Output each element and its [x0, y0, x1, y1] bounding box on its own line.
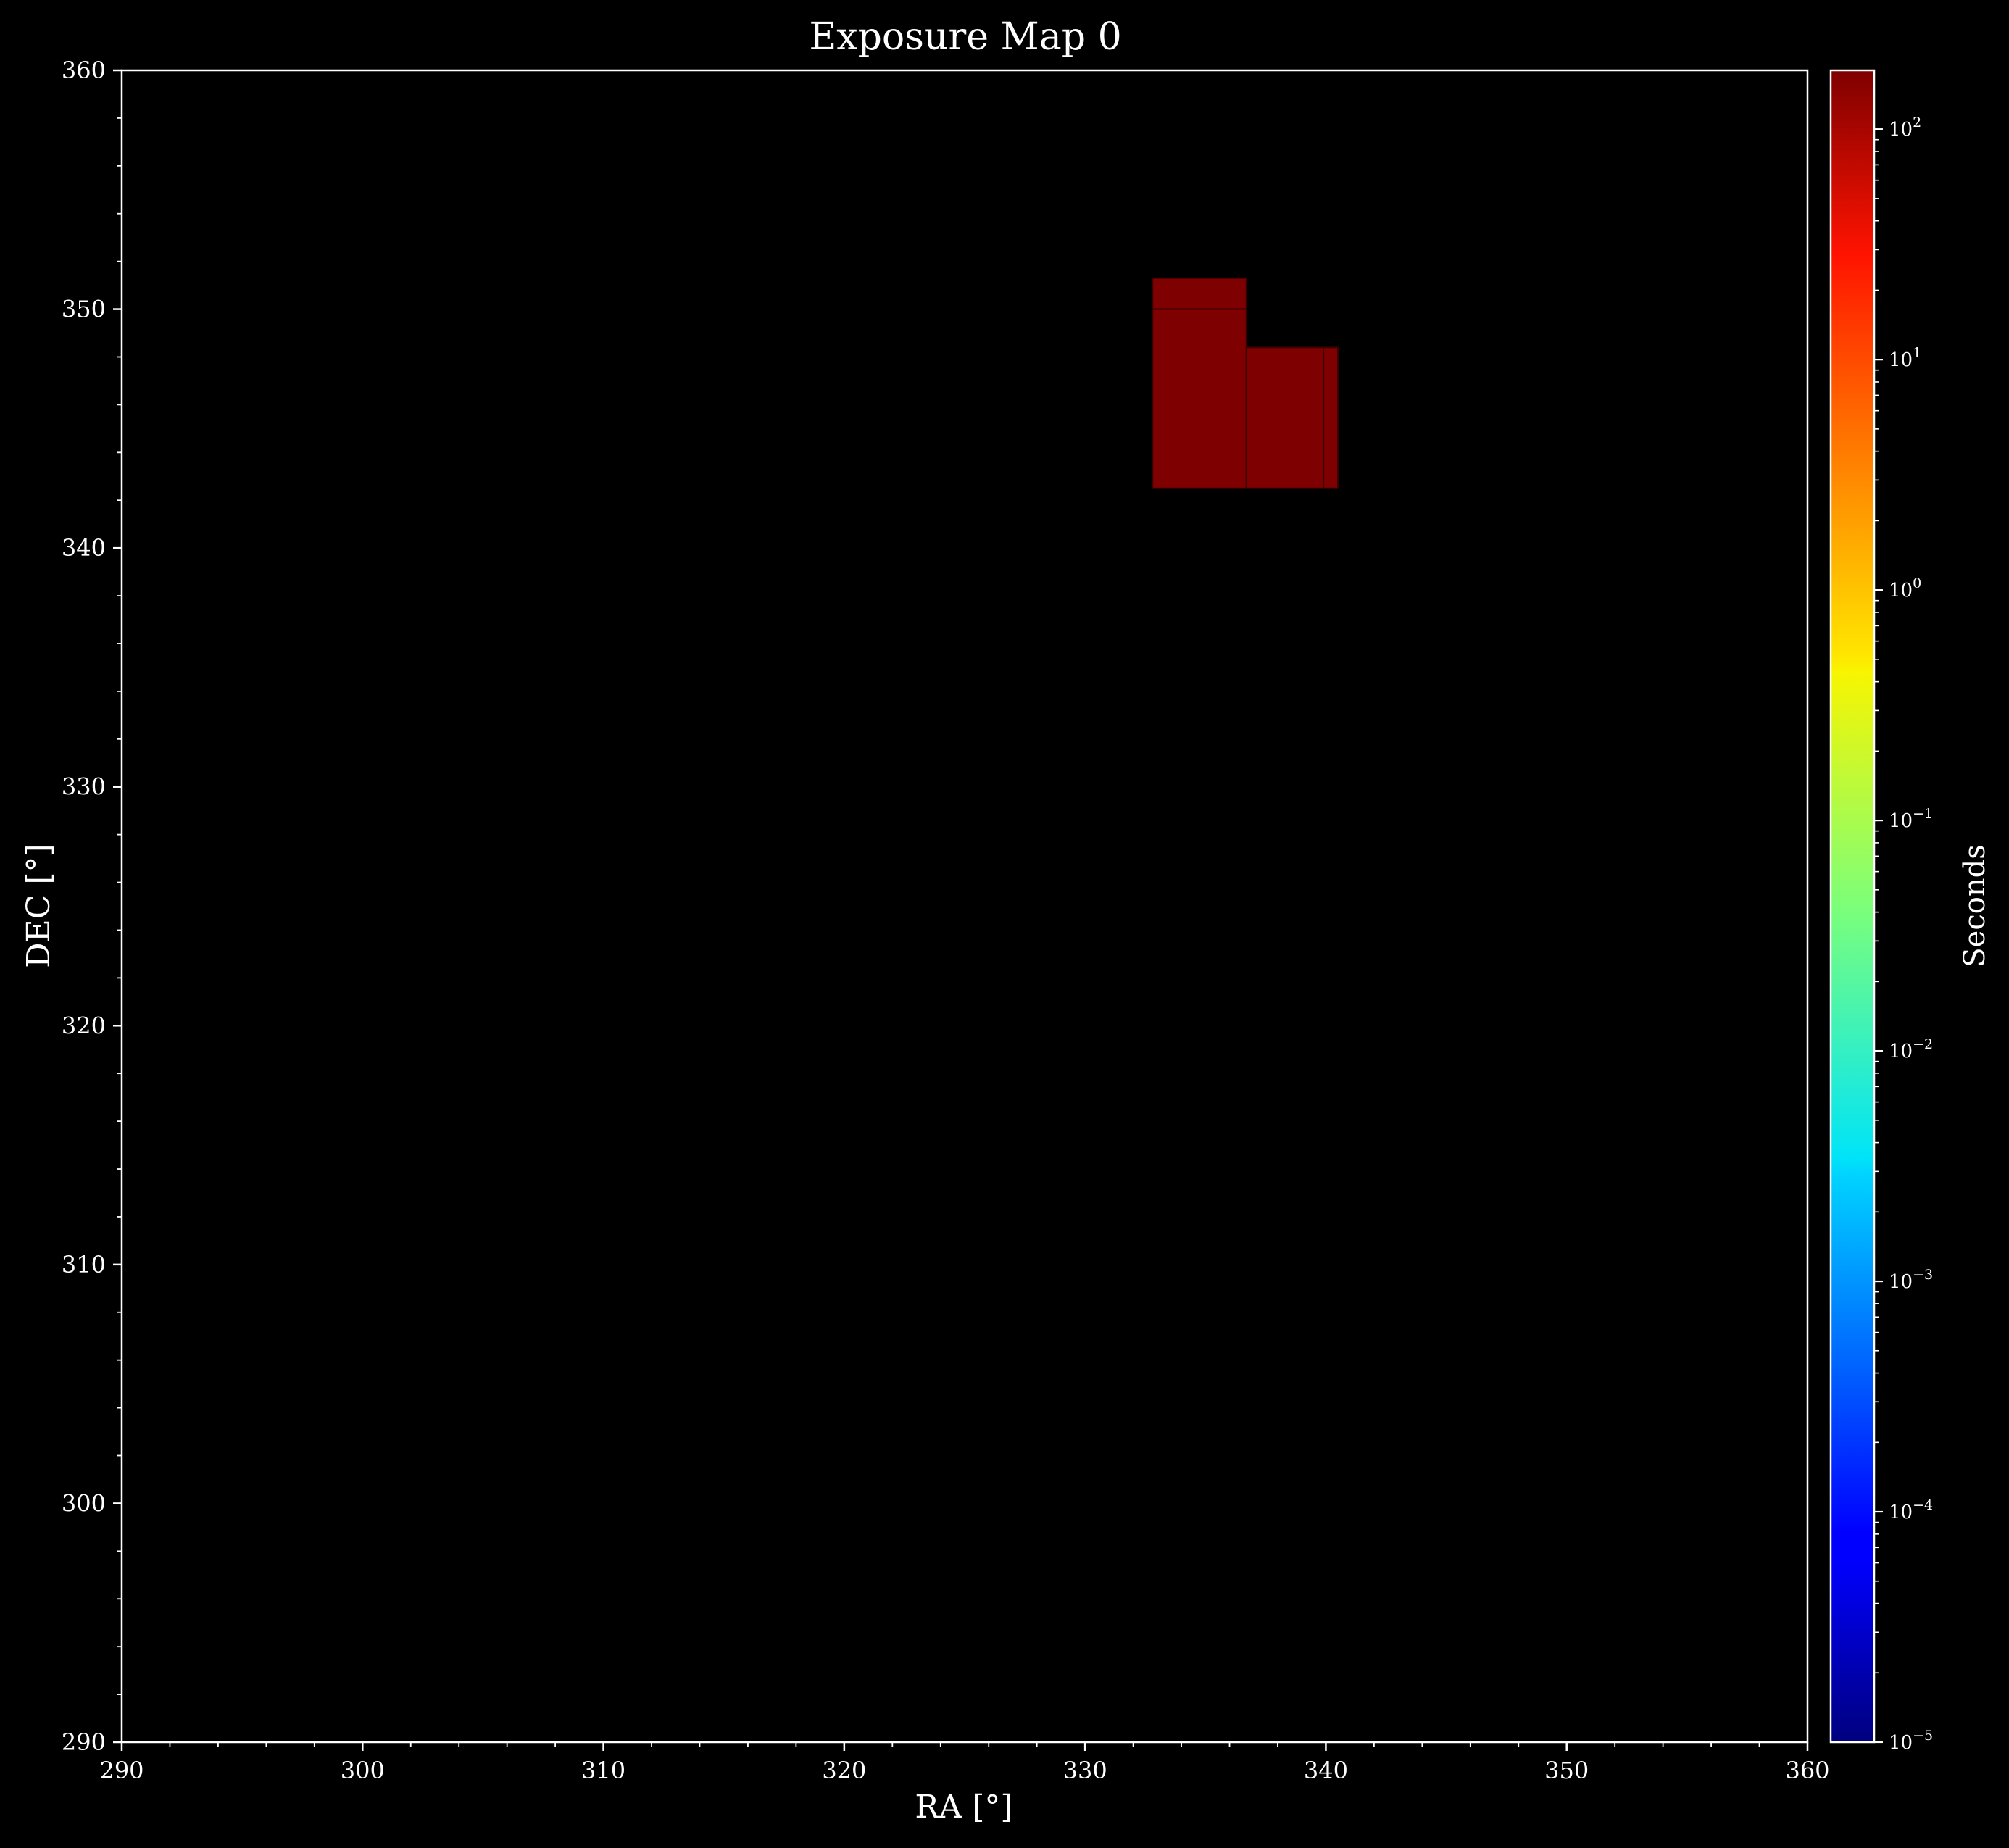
exposure-region [1245, 346, 1325, 489]
colorbar-tick-label: 100 [1889, 575, 1921, 602]
x-axis: 290 300 310 320 330 340 350 360 [99, 1742, 1830, 1784]
y-tick-label: 330 [62, 773, 106, 801]
x-tick-label: 340 [1304, 1757, 1348, 1784]
plot-area [120, 69, 1809, 1744]
y-tick-label: 320 [62, 1012, 106, 1039]
x-tick-label: 300 [341, 1757, 385, 1784]
y-axis-label: DEC [°] [20, 844, 57, 967]
y-tick-label: 300 [62, 1489, 106, 1517]
y-tick-label: 360 [62, 57, 106, 84]
colorbar-tick-label: 10−2 [1889, 1036, 1933, 1062]
y-axis: 290 300 310 320 330 340 350 360 [62, 57, 122, 1756]
colorbar-tick-label: 10−4 [1889, 1497, 1933, 1523]
x-tick-label: 320 [822, 1757, 866, 1784]
y-tick-label: 290 [62, 1728, 106, 1756]
plot-frame [120, 69, 1809, 1744]
colorbar-tick-label: 10−5 [1889, 1728, 1933, 1754]
exposure-region [1323, 346, 1339, 489]
x-axis-label: RA [°] [915, 1789, 1012, 1826]
y-tick-label: 350 [62, 296, 106, 323]
exposure-regions [1152, 277, 1339, 489]
y-tick-label: 340 [62, 534, 106, 562]
x-tick-label: 350 [1544, 1757, 1589, 1784]
x-tick-label: 360 [1785, 1757, 1829, 1784]
colorbar-tick-label: 10−1 [1889, 806, 1933, 832]
x-tick-label: 330 [1063, 1757, 1107, 1784]
chart-title: Exposure Map 0 [809, 15, 1121, 59]
colorbar-tick-label: 101 [1889, 345, 1921, 371]
x-tick-label: 290 [99, 1757, 144, 1784]
colorbar-label: Seconds [1958, 844, 1992, 967]
exposure-region [1152, 308, 1247, 489]
x-tick-label: 310 [581, 1757, 625, 1784]
colorbar-gradient [1831, 70, 1874, 1742]
y-tick-label: 310 [62, 1251, 106, 1278]
colorbar-ticks: 10−5 10−4 10−3 10−2 10−1 100 101 102 [1874, 115, 1933, 1754]
exposure-region [1152, 277, 1247, 310]
colorbar-tick-label: 102 [1889, 115, 1921, 141]
colorbar-tick-label: 10−3 [1889, 1267, 1933, 1293]
colorbar-frame [1829, 69, 1876, 1744]
plot-background [122, 70, 1808, 1742]
colorbar: 10−5 10−4 10−3 10−2 10−1 100 101 102 Seconds [1829, 69, 1992, 1754]
